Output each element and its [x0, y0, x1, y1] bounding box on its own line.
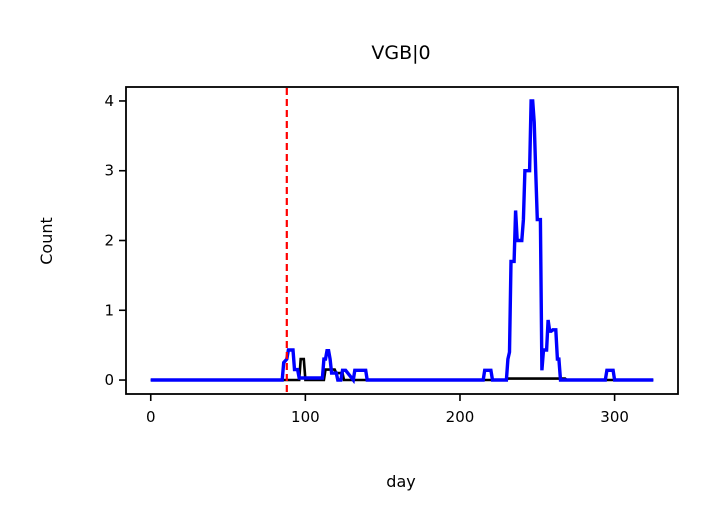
y-tick-label: 0 [104, 371, 114, 389]
y-tick-label: 1 [104, 301, 114, 319]
x-axis-label: day [386, 472, 415, 491]
plot-area [150, 88, 654, 393]
y-tick-label: 4 [104, 92, 114, 110]
x-axis: 0 100 200 300 [146, 394, 629, 426]
series-line-1 [150, 357, 654, 382]
y-axis: 0 1 2 3 4 [104, 92, 126, 389]
y-tick-label: 2 [104, 232, 114, 250]
y-axis-label: Count [37, 217, 56, 265]
x-tick-label: 200 [446, 408, 475, 426]
x-tick-label: 300 [600, 408, 629, 426]
x-tick-label: 0 [146, 408, 156, 426]
series-line-2 [150, 99, 654, 385]
y-tick-label: 3 [104, 162, 114, 180]
x-tick-label: 100 [291, 408, 320, 426]
chart-title: VGB|0 [371, 42, 430, 64]
